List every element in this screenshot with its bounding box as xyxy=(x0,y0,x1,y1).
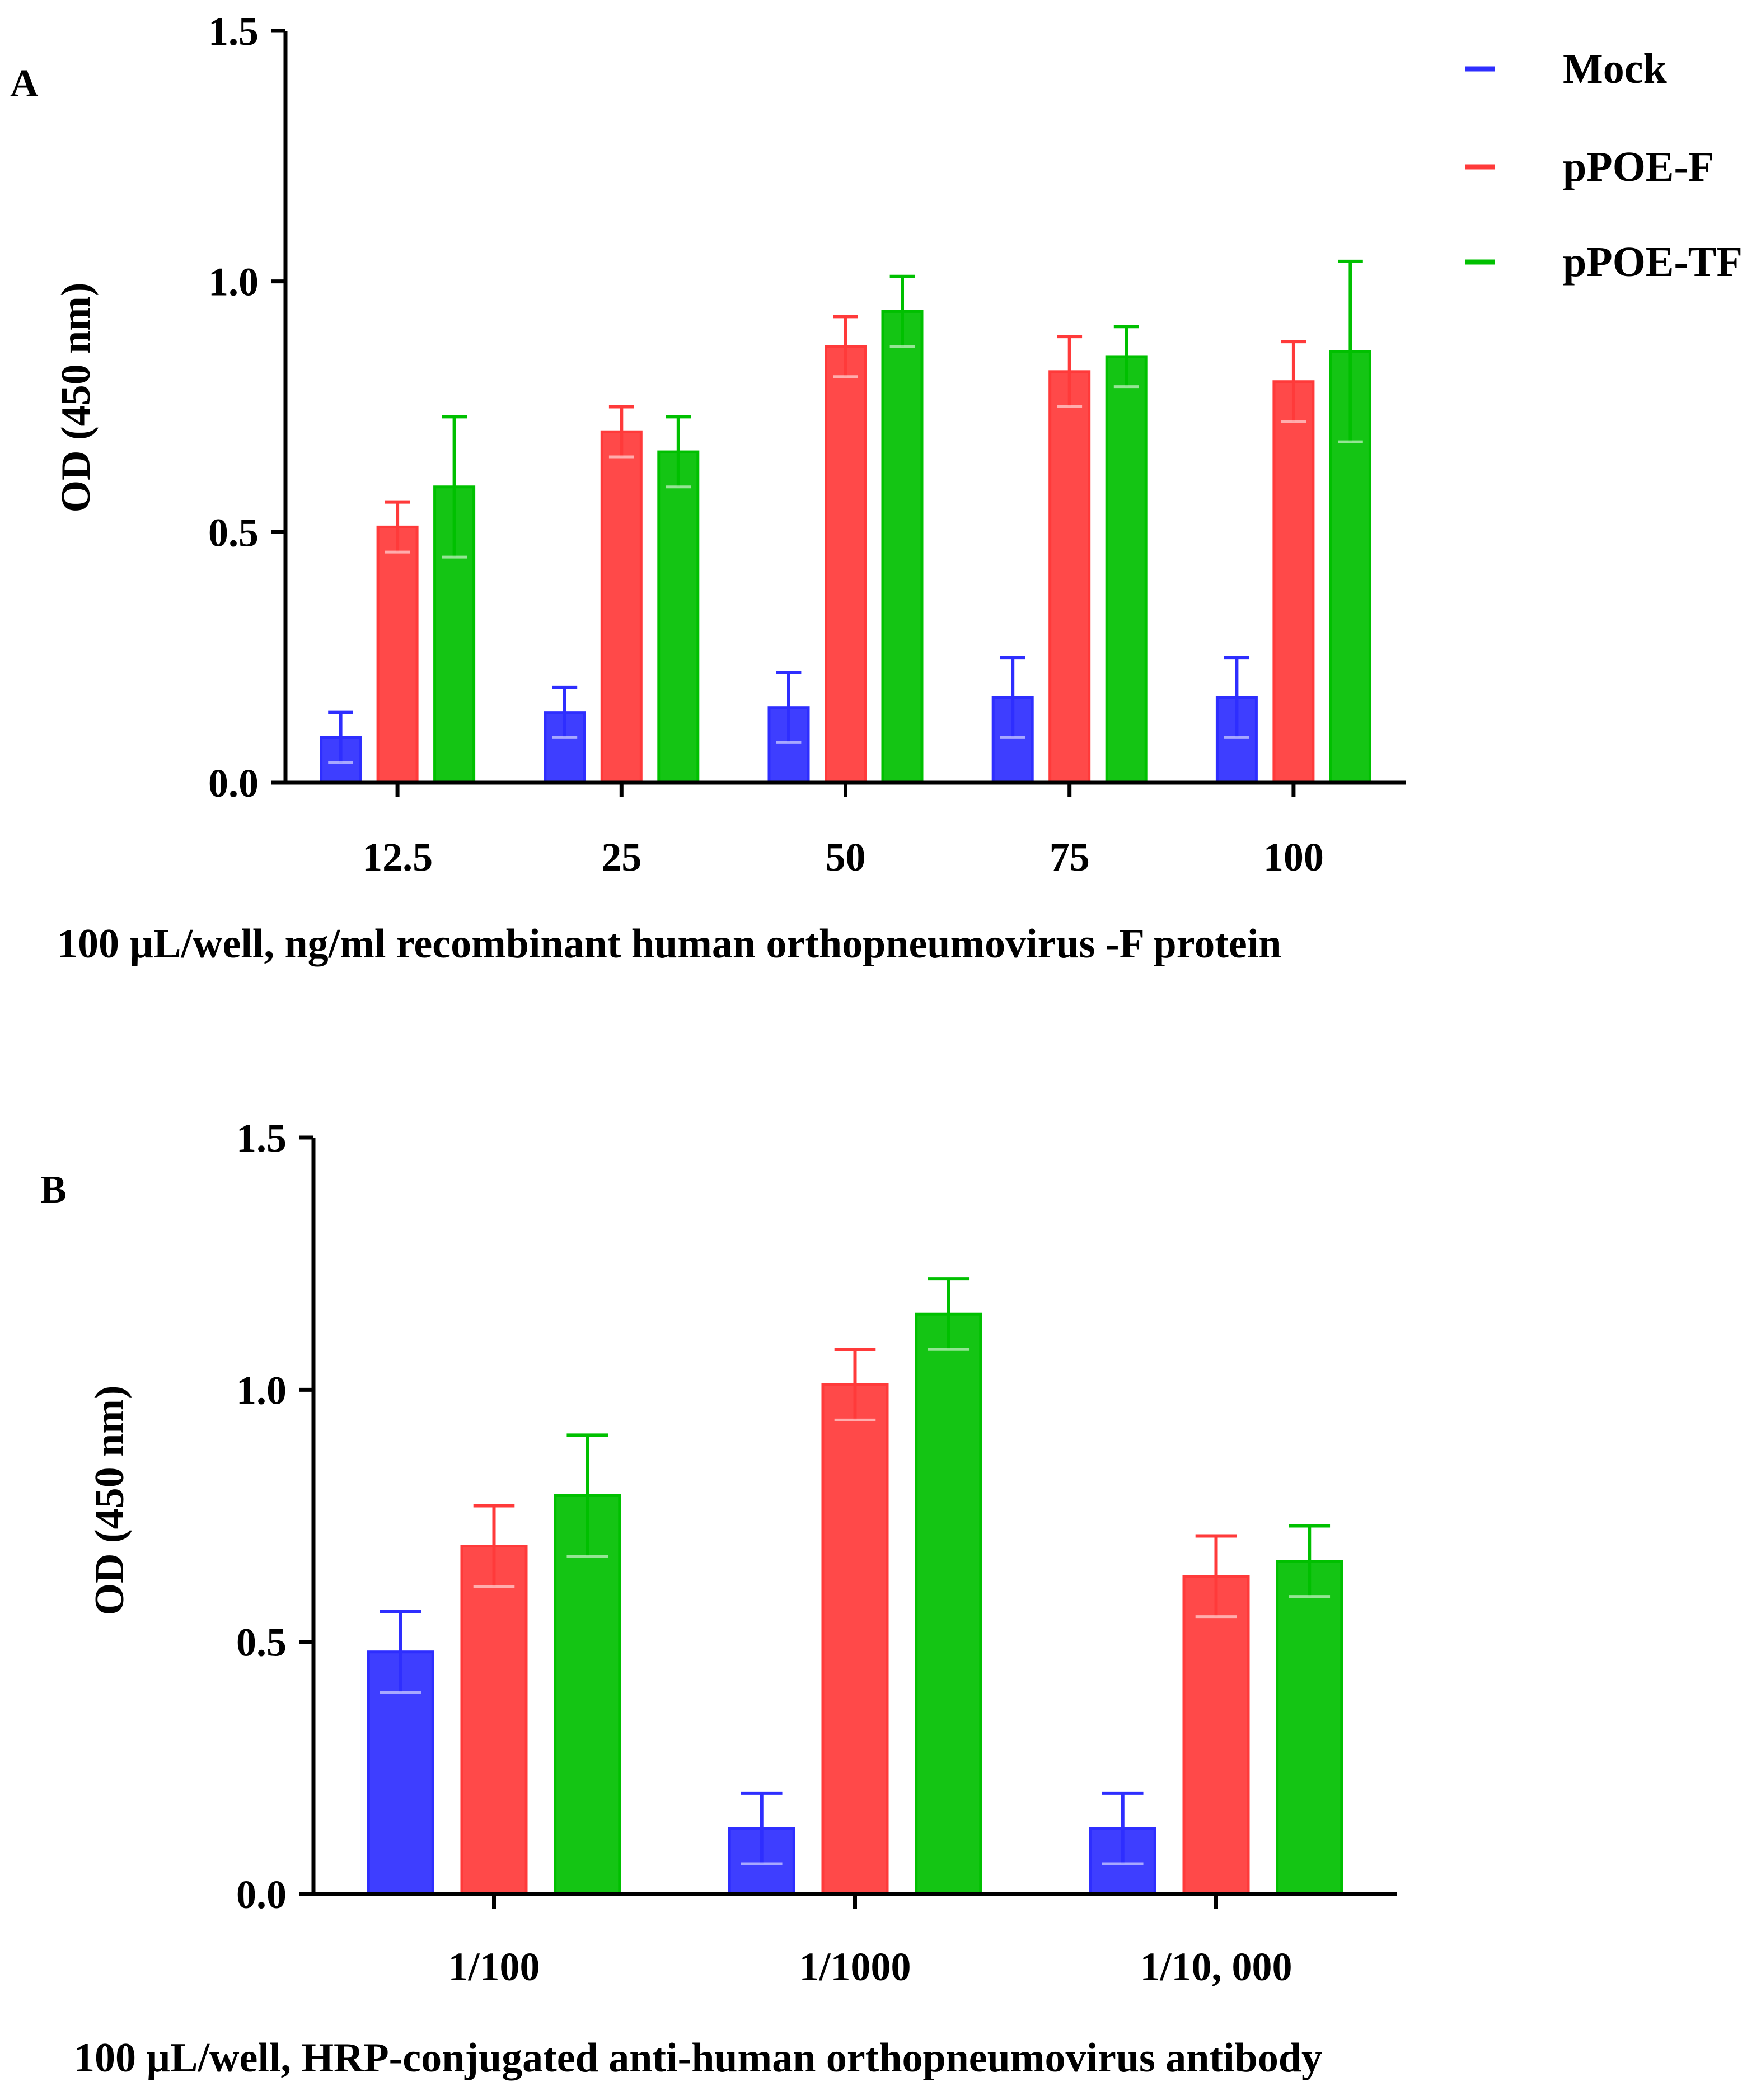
x-ticks-a: 12.5 25 50 75 100 xyxy=(362,783,1324,880)
bar-ppoe-f-4 xyxy=(1048,370,1091,784)
bar-ppoe-tf-2 xyxy=(657,450,700,784)
y-ticks-a: 0.0 0.5 1.0 1.5 xyxy=(208,9,285,806)
legend-label-ppoe-f: pPOE-F xyxy=(1563,143,1714,190)
x-tick-label: 50 xyxy=(826,835,866,880)
y-axis-title-a: OD (450 nm) xyxy=(53,282,99,512)
y-tick-label: 1.0 xyxy=(236,1368,287,1413)
x-ticks-b: 1/100 1/1000 1/10, 000 xyxy=(448,1894,1292,1989)
x-tick-label: 25 xyxy=(601,835,641,880)
x-tick-label: 12.5 xyxy=(362,835,433,880)
y-tick-label: 0.5 xyxy=(236,1620,287,1665)
x-axis-title-b: 100 µL/well, HRP-conjugated anti-human o… xyxy=(74,2035,1322,2081)
bar-ppoe-f-5 xyxy=(1272,380,1315,784)
legend-label-ppoe-tf: pPOE-TF xyxy=(1563,238,1743,286)
bars-a xyxy=(320,259,1371,784)
x-tick-label: 1/100 xyxy=(448,1944,540,1989)
x-tick-label: 100 xyxy=(1263,835,1324,880)
bar-ppoe-tf-3 xyxy=(881,310,924,784)
bar-ppoe-f-3 xyxy=(825,345,867,784)
y-axis-title-b: OD (450 nm) xyxy=(87,1385,133,1615)
bars-b xyxy=(367,1277,1343,1896)
bar-ppoe-tf-3 xyxy=(1276,1560,1343,1896)
y-ticks-b: 0.0 0.5 1.0 1.5 xyxy=(236,1116,313,1917)
panel-label-b: B xyxy=(40,1168,67,1212)
legend-label-mock: Mock xyxy=(1563,45,1667,92)
x-tick-label: 1/1000 xyxy=(799,1944,911,1989)
y-tick-label: 1.5 xyxy=(208,9,259,54)
bar-ppoe-f-1 xyxy=(460,1545,528,1896)
panel-b-chart: B OD (450 nm) 0.00.51.01.5 1/100 1/1000 1/… xyxy=(40,1116,1397,2081)
panel-a-chart: A OD (450 nm) 0.0 0.5 1.0 1.5 12.5 25 50 75 100… xyxy=(10,9,1406,967)
bar-ppoe-f-2 xyxy=(600,430,643,784)
x-axis-title-a: 100 µL/well, ng/ml recombinant human ort… xyxy=(57,921,1281,967)
y-tick-label: 1.0 xyxy=(208,260,259,305)
bar-ppoe-f-1 xyxy=(376,525,419,784)
bar-ppoe-tf-2 xyxy=(915,1312,982,1896)
bar-ppoe-f-3 xyxy=(1182,1575,1250,1896)
panel-label-a: A xyxy=(10,62,39,105)
y-tick-label: 0.0 xyxy=(208,761,259,806)
bar-ppoe-f-2 xyxy=(821,1383,889,1896)
y-tick-label: 1.5 xyxy=(236,1116,287,1161)
x-tick-label: 1/10, 000 xyxy=(1140,1944,1292,1989)
x-tick-label: 75 xyxy=(1050,835,1090,880)
y-tick-label: 0.0 xyxy=(236,1872,287,1917)
y-tick-label: 0.5 xyxy=(208,510,259,555)
bar-ppoe-tf-1 xyxy=(554,1494,621,1896)
bar-ppoe-tf-4 xyxy=(1105,355,1148,784)
legend: Mock pPOE-F pPOE-TF xyxy=(1465,45,1743,286)
